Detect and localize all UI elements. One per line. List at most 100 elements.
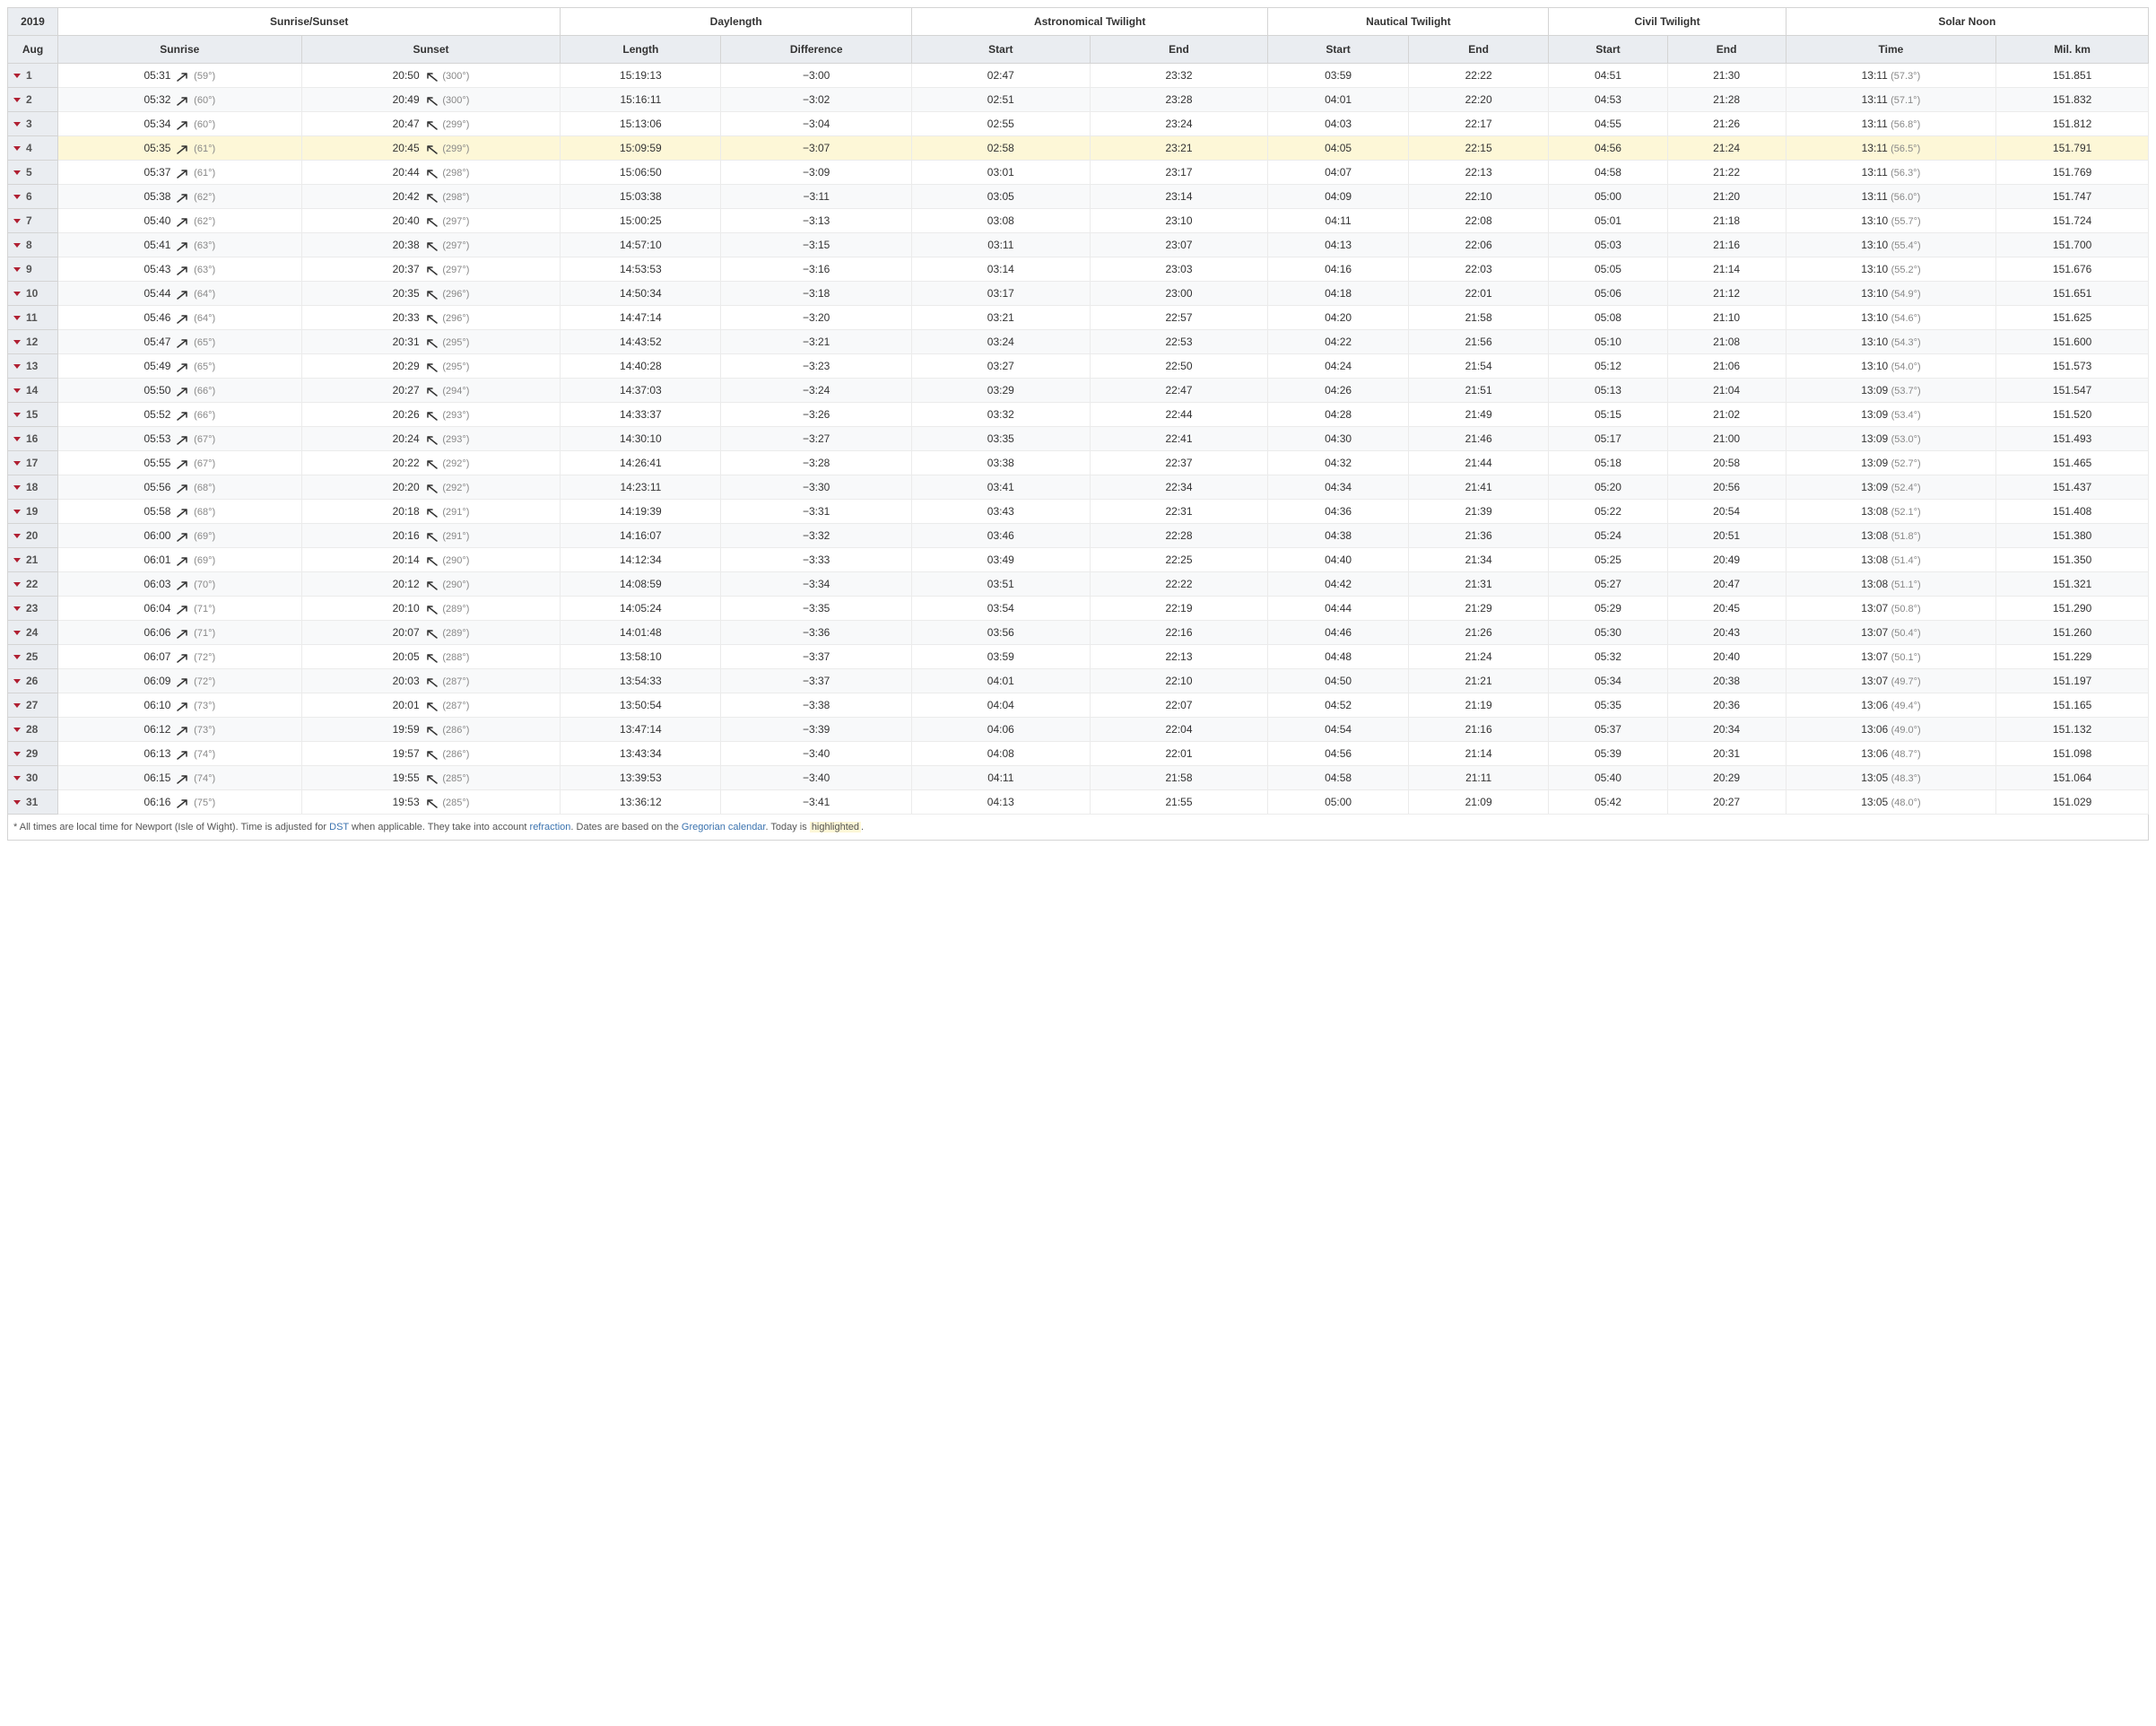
table-row: 2706:10 (73°)20:01 (287°)13:50:54−3:3804… (8, 693, 2149, 718)
naut-start-cell: 04:13 (1268, 233, 1409, 257)
noon-cell: 13:11 (57.1°) (1786, 88, 1996, 112)
date-cell[interactable]: 18 (8, 475, 58, 500)
date-cell[interactable]: 4 (8, 136, 58, 161)
date-cell[interactable]: 2 (8, 88, 58, 112)
caret-icon (13, 146, 21, 151)
km-cell: 151.029 (1996, 790, 2149, 815)
date-cell[interactable]: 30 (8, 766, 58, 790)
sunset-cell: 20:31 (295°) (301, 330, 561, 354)
date-cell[interactable]: 27 (8, 693, 58, 718)
diff-cell: −3:40 (721, 742, 912, 766)
civil-end-cell: 20:31 (1667, 742, 1786, 766)
date-cell[interactable]: 1 (8, 64, 58, 88)
civil-end-cell: 21:10 (1667, 306, 1786, 330)
astro-start-cell: 04:13 (911, 790, 1090, 815)
sunrise-cell: 05:44 (64°) (58, 282, 302, 306)
table-row: 2906:13 (74°)19:57 (286°)13:43:34−3:4004… (8, 742, 2149, 766)
naut-start-cell: 04:16 (1268, 257, 1409, 282)
naut-end-cell: 21:26 (1408, 621, 1549, 645)
date-cell[interactable]: 16 (8, 427, 58, 451)
length-cell: 14:47:14 (561, 306, 721, 330)
date-cell[interactable]: 19 (8, 500, 58, 524)
date-cell[interactable]: 10 (8, 282, 58, 306)
astro-end-cell: 22:44 (1090, 403, 1268, 427)
civil-start-cell: 05:24 (1549, 524, 1667, 548)
table-row: 305:34 (60°)20:47 (299°)15:13:06−3:0402:… (8, 112, 2149, 136)
date-cell[interactable]: 24 (8, 621, 58, 645)
diff-cell: −3:28 (721, 451, 912, 475)
table-row: 705:40 (62°)20:40 (297°)15:00:25−3:1303:… (8, 209, 2149, 233)
sunrise-cell: 05:43 (63°) (58, 257, 302, 282)
astro-end-cell: 22:37 (1090, 451, 1268, 475)
naut-end-cell: 22:01 (1408, 282, 1549, 306)
table-row: 1405:50 (66°)20:27 (294°)14:37:03−3:2403… (8, 379, 2149, 403)
date-cell[interactable]: 5 (8, 161, 58, 185)
sunset-cell: 20:27 (294°) (301, 379, 561, 403)
astro-end-cell: 23:24 (1090, 112, 1268, 136)
km-cell: 151.676 (1996, 257, 2149, 282)
date-cell[interactable]: 20 (8, 524, 58, 548)
naut-end-cell: 21:54 (1408, 354, 1549, 379)
length-cell: 13:47:14 (561, 718, 721, 742)
date-cell[interactable]: 9 (8, 257, 58, 282)
date-cell[interactable]: 15 (8, 403, 58, 427)
date-cell[interactable]: 23 (8, 597, 58, 621)
table-row: 1805:56 (68°)20:20 (292°)14:23:11−3:3003… (8, 475, 2149, 500)
astro-end-cell: 23:32 (1090, 64, 1268, 88)
civil-end-cell: 21:16 (1667, 233, 1786, 257)
date-cell[interactable]: 3 (8, 112, 58, 136)
table-row: 2506:07 (72°)20:05 (288°)13:58:10−3:3703… (8, 645, 2149, 669)
civil-end-cell: 20:29 (1667, 766, 1786, 790)
table-row: 3006:15 (74°)19:55 (285°)13:39:53−3:4004… (8, 766, 2149, 790)
date-cell[interactable]: 25 (8, 645, 58, 669)
table-row: 1005:44 (64°)20:35 (296°)14:50:34−3:1803… (8, 282, 2149, 306)
refraction-link[interactable]: refraction (530, 822, 571, 832)
civil-end-cell: 21:04 (1667, 379, 1786, 403)
astro-start-cell: 04:04 (911, 693, 1090, 718)
sunset-col: Sunset (301, 36, 561, 64)
date-cell[interactable]: 14 (8, 379, 58, 403)
date-cell[interactable]: 8 (8, 233, 58, 257)
date-cell[interactable]: 21 (8, 548, 58, 572)
date-cell[interactable]: 6 (8, 185, 58, 209)
caret-icon (13, 606, 21, 611)
date-cell[interactable]: 29 (8, 742, 58, 766)
naut-start-cell: 03:59 (1268, 64, 1409, 88)
date-cell[interactable]: 7 (8, 209, 58, 233)
date-cell[interactable]: 22 (8, 572, 58, 597)
date-cell[interactable]: 11 (8, 306, 58, 330)
astro-end-cell: 23:28 (1090, 88, 1268, 112)
naut-end-col: End (1408, 36, 1549, 64)
solar-noon-hdr: Solar Noon (1786, 8, 2148, 36)
date-cell[interactable]: 13 (8, 354, 58, 379)
astro-end-cell: 23:07 (1090, 233, 1268, 257)
date-cell[interactable]: 28 (8, 718, 58, 742)
naut-start-cell: 04:58 (1268, 766, 1409, 790)
km-cell: 151.380 (1996, 524, 2149, 548)
km-cell: 151.851 (1996, 64, 2149, 88)
diff-cell: −3:23 (721, 354, 912, 379)
length-cell: 15:19:13 (561, 64, 721, 88)
sunrise-cell: 06:12 (73°) (58, 718, 302, 742)
date-cell[interactable]: 12 (8, 330, 58, 354)
naut-start-cell: 04:26 (1268, 379, 1409, 403)
dst-link[interactable]: DST (329, 822, 349, 832)
diff-cell: −3:35 (721, 597, 912, 621)
table-row: 805:41 (63°)20:38 (297°)14:57:10−3:1503:… (8, 233, 2149, 257)
naut-start-cell: 04:01 (1268, 88, 1409, 112)
milkm-col: Mil. km (1996, 36, 2149, 64)
date-cell[interactable]: 17 (8, 451, 58, 475)
km-cell: 151.832 (1996, 88, 2149, 112)
civil-start-cell: 05:17 (1549, 427, 1667, 451)
gregorian-link[interactable]: Gregorian calendar (682, 822, 766, 832)
astro-end-cell: 23:03 (1090, 257, 1268, 282)
astro-end-cell: 22:41 (1090, 427, 1268, 451)
civil-end-cell: 21:24 (1667, 136, 1786, 161)
noon-cell: 13:10 (55.7°) (1786, 209, 1996, 233)
astro-start-cell: 02:51 (911, 88, 1090, 112)
diff-cell: −3:04 (721, 112, 912, 136)
date-cell[interactable]: 31 (8, 790, 58, 815)
table-row: 1905:58 (68°)20:18 (291°)14:19:39−3:3103… (8, 500, 2149, 524)
date-cell[interactable]: 26 (8, 669, 58, 693)
sunrise-cell: 06:00 (69°) (58, 524, 302, 548)
